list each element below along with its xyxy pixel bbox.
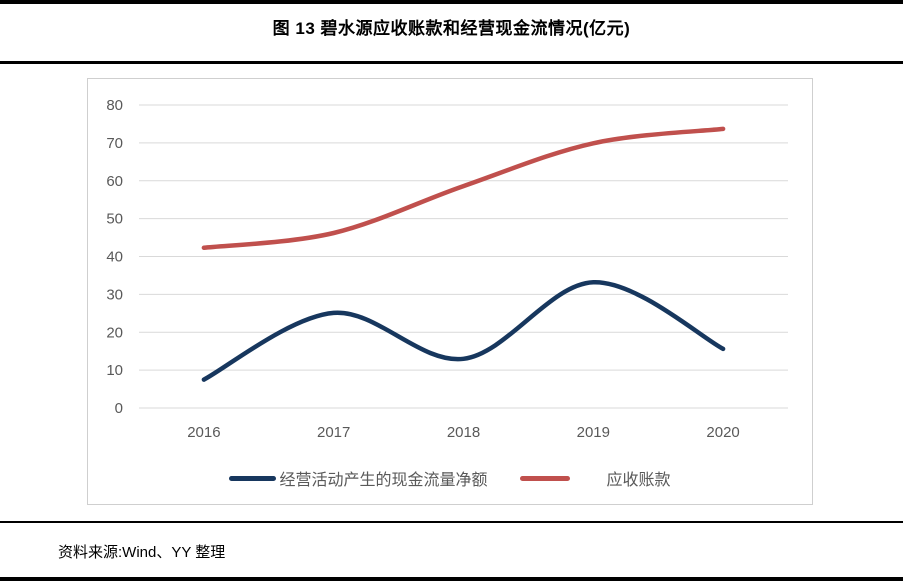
- svg-text:30: 30: [106, 286, 123, 303]
- chart-legend: 经营活动产生的现金流量净额 应收账款: [88, 466, 812, 490]
- svg-text:70: 70: [106, 135, 123, 152]
- bottom-rule: [0, 577, 903, 581]
- svg-text:80: 80: [106, 97, 123, 114]
- svg-text:2020: 2020: [706, 424, 739, 441]
- cashflow-line-swatch: [229, 475, 277, 481]
- legend-item-receivables: 应收账款: [519, 466, 671, 490]
- data-source-note: 资料来源:Wind、YY 整理: [58, 544, 226, 561]
- svg-text:0: 0: [115, 400, 123, 417]
- title-divider: [0, 61, 903, 64]
- svg-text:60: 60: [106, 173, 123, 190]
- svg-text:2016: 2016: [187, 424, 220, 441]
- svg-text:20: 20: [106, 324, 123, 341]
- legend-label-cashflow: 经营活动产生的现金流量净额: [279, 472, 488, 489]
- legend-label-receivables: 应收账款: [606, 472, 671, 489]
- svg-text:2017: 2017: [317, 424, 350, 441]
- legend-item-cashflow: 经营活动产生的现金流量净额: [229, 466, 488, 490]
- chart-area: 0 10 20 30 40 50 60 70 80 2016 2017 2018 2019 2020 经营…: [87, 78, 813, 505]
- top-rule: [0, 0, 903, 4]
- svg-text:2018: 2018: [447, 424, 480, 441]
- svg-text:50: 50: [106, 211, 123, 228]
- svg-text:40: 40: [106, 249, 123, 266]
- svg-text:10: 10: [106, 362, 123, 379]
- chart-title: 图 13 碧水源应收账款和经营现金流情况(亿元): [272, 19, 631, 38]
- receivables-line-swatch: [519, 475, 570, 481]
- footer-divider: [0, 521, 903, 523]
- chart-canvas: 0 10 20 30 40 50 60 70 80 2016 2017 2018 2019 2020: [106, 97, 788, 441]
- svg-text:2019: 2019: [577, 424, 610, 441]
